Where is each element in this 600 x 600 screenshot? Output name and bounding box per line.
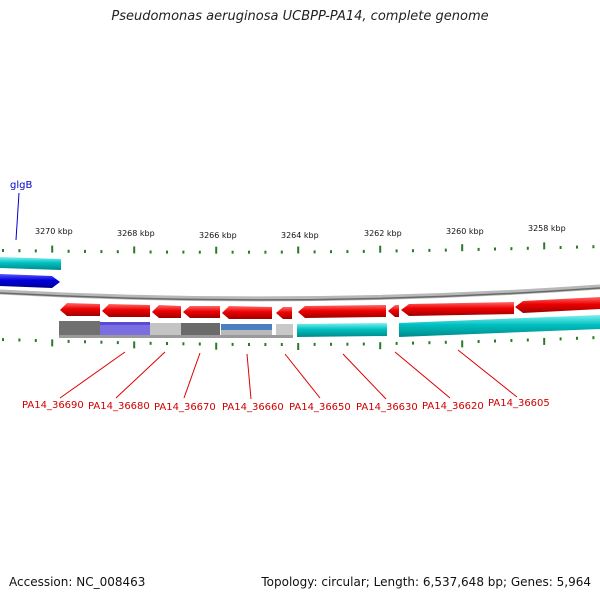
leader-line	[247, 354, 251, 399]
gene-label: PA14_36630	[356, 402, 418, 413]
cds-bar	[399, 315, 600, 337]
strip-segment	[150, 323, 181, 337]
leader-line	[184, 353, 200, 398]
tick-label: 3268 kbp	[117, 229, 155, 238]
gene-label: PA14_36690	[22, 400, 84, 411]
leader-line	[116, 352, 165, 398]
tick-label: 3260 kbp	[446, 227, 484, 236]
strip-segment	[59, 321, 100, 335]
bottom-scale-ticks	[3, 336, 593, 350]
gene-arrow-pa14-36640	[388, 305, 399, 317]
leader-line	[395, 352, 450, 398]
gene-arrow-pa14-36690	[60, 303, 100, 316]
tick-label: 3258 kbp	[528, 224, 566, 233]
feature-strip	[59, 321, 293, 338]
strip-segment	[181, 323, 220, 337]
leader-line	[458, 350, 517, 397]
tick-label: 3270 kbp	[35, 227, 73, 236]
gene-arrow-pa14-36655	[276, 307, 292, 319]
strip-segment	[100, 322, 150, 325]
glgb-leader-line	[16, 193, 19, 240]
gene-arrow-pa14-36670	[183, 306, 220, 318]
gene-arrow-pa14-36630	[401, 302, 514, 316]
leader-line	[60, 352, 125, 398]
glgb-gene-arrow	[0, 274, 60, 288]
gene-arrow-pa14-36680	[102, 304, 150, 317]
glgb-cds-bar	[0, 257, 61, 270]
tick-label: 3266 kbp	[199, 231, 237, 240]
gene-label: PA14_36680	[88, 401, 150, 412]
gene-label: PA14_36670	[154, 402, 216, 413]
tick-label: 3262 kbp	[364, 229, 402, 238]
genome-summary-text: Topology: circular; Length: 6,537,648 bp…	[261, 575, 591, 589]
accession-text: Accession: NC_008463	[9, 575, 145, 589]
tick-label: 3264 kbp	[281, 231, 319, 240]
leader-line	[343, 354, 386, 399]
gene-arrow-pa14-36660	[222, 306, 272, 319]
gene-label: PA14_36605	[488, 398, 550, 409]
gene-arrow-pa14-36605	[515, 297, 600, 313]
genome-map: glgB 3270 kbp 3268 kbp 3266 kbp 3264 kbp…	[0, 0, 600, 600]
gene-arrow-pa14-36675	[152, 305, 181, 318]
gene-labels: PA14_36690 PA14_36680 PA14_36670 PA14_36…	[22, 398, 550, 413]
scale-tick-labels: 3270 kbp 3268 kbp 3266 kbp 3264 kbp 3262…	[35, 224, 566, 240]
gene-label: PA14_36660	[222, 402, 284, 413]
strip-segment	[221, 324, 272, 330]
strip-underline	[59, 335, 293, 338]
gene-leader-lines	[60, 350, 517, 399]
top-scale-ticks	[3, 242, 593, 253]
cds-bar	[297, 323, 387, 337]
glgb-gene-label: glgB	[10, 180, 32, 191]
gene-arrow-pa14-36650	[298, 305, 386, 318]
gene-label: PA14_36650	[289, 402, 351, 413]
gene-label: PA14_36620	[422, 401, 484, 412]
leader-line	[285, 354, 320, 398]
